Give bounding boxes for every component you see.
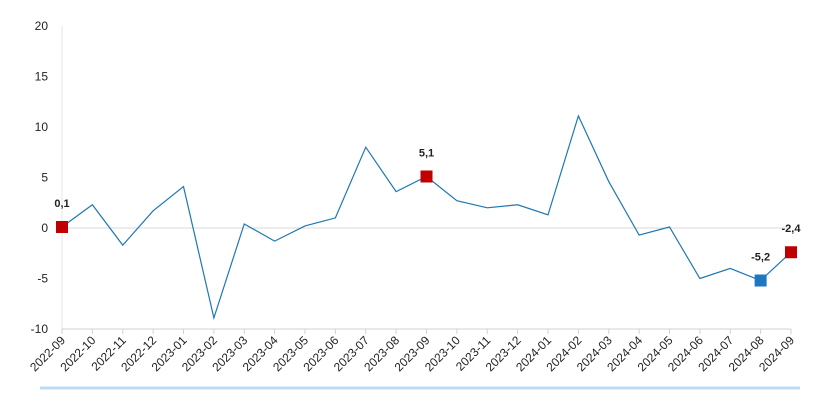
highlight-marker <box>754 274 767 287</box>
y-tick-label: 5 <box>41 171 48 185</box>
highlight-marker <box>56 220 68 233</box>
y-tick-label: 15 <box>35 70 49 84</box>
data-label: -2,4 <box>782 223 802 235</box>
highlight-marker <box>420 170 433 183</box>
y-tick-label: 10 <box>35 120 49 134</box>
highlight-marker <box>785 246 797 259</box>
line <box>61 114 792 321</box>
y-tick-label: -10 <box>31 322 49 336</box>
y-tick-label: -5 <box>37 272 48 286</box>
y-tick-label: 20 <box>35 19 49 33</box>
data-label: -5,2 <box>751 252 770 264</box>
y-tick-label: 0 <box>41 221 48 235</box>
data-label: 0,1 <box>54 198 69 210</box>
data-label: 5,1 <box>419 147 434 159</box>
